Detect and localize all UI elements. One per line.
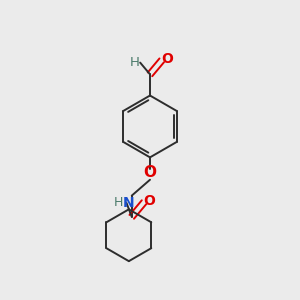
Text: N: N	[123, 196, 135, 210]
Text: H: H	[130, 56, 140, 68]
Text: O: O	[143, 166, 157, 181]
Text: O: O	[161, 52, 173, 66]
Text: O: O	[143, 194, 155, 208]
Text: H: H	[114, 196, 124, 209]
